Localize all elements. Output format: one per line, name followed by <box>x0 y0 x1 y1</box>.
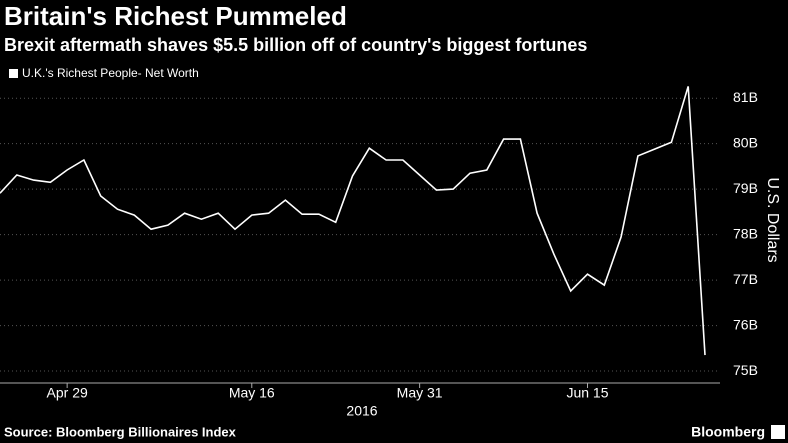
legend-label: U.K.'s Richest People- Net Worth <box>22 66 199 80</box>
x-tick-label: Jun 15 <box>566 385 608 401</box>
line-series <box>0 86 706 356</box>
x-tick-label: May 16 <box>229 385 275 401</box>
y-tick-label: 78B <box>733 225 758 241</box>
x-tick-label: Apr 29 <box>47 385 88 401</box>
y-tick-label: 79B <box>733 180 758 196</box>
y-tick-label: 75B <box>733 362 758 378</box>
x-tick-label: May 31 <box>397 385 443 401</box>
y-tick-label: 76B <box>733 316 758 332</box>
chart-subtitle: Brexit aftermath shaves $5.5 billion off… <box>4 35 587 55</box>
brand-icon <box>771 425 785 439</box>
source: Source: Bloomberg Billionaires Index <box>4 424 237 439</box>
y-axis-label: U.S. Dollars <box>764 177 781 262</box>
legend-swatch <box>9 69 18 78</box>
x-axis-label: 2016 <box>346 403 377 419</box>
brand: Bloomberg <box>691 424 765 440</box>
y-tick-label: 77B <box>733 271 758 287</box>
y-tick-label: 81B <box>733 89 758 105</box>
chart-title: Britain's Richest Pummeled <box>4 1 347 31</box>
y-tick-label: 80B <box>733 134 758 150</box>
